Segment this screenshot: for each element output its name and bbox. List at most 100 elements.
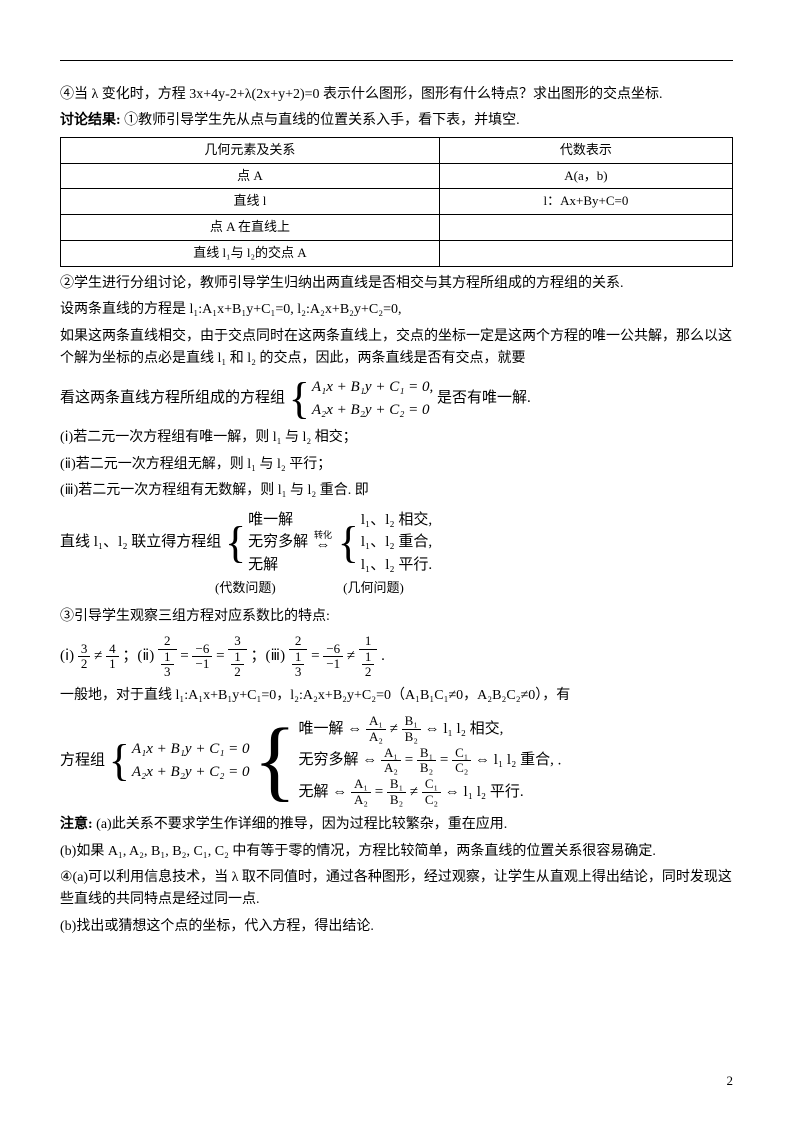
table-cell: 点 A 在直线上	[61, 215, 440, 241]
c2-pre: 无穷多解 ⇔	[299, 752, 382, 768]
bigcase1: 唯一解 ⇔ A₁A₂ ≠ B₁B₂ ⇔ l₁ l₂ 相交,	[299, 714, 554, 746]
brace-right-group: { l₁、l₂ 相交, l₁、l₂ 重合, l₁、l₂ 平行.	[338, 509, 432, 577]
label-algebra: (代数问题)	[215, 578, 276, 599]
brace-left-group: { 唯一解 无穷多解 无解	[225, 509, 308, 577]
num: B₁	[417, 746, 436, 761]
num: 2	[158, 634, 177, 649]
double-arrow-icon: ⇔	[315, 538, 330, 553]
table-cell: 直线 l	[61, 189, 440, 215]
para2-l1: ②学生进行分组讨论，教师引导学生归纳出两直线是否相交与其方程所组成的方程组的关系…	[60, 273, 733, 295]
diagram-l1: 唯一解	[248, 509, 308, 532]
den: A₂	[381, 761, 401, 775]
table-row: 点 A A(a，b)	[61, 163, 733, 189]
right-cases: l₁、l₂ 相交, l₁、l₂ 重合, l₁、l₂ 平行.	[361, 509, 432, 577]
case-ii: (ⅱ)若二元一次方程组无解，则 l₁ 与 l₂ 平行；	[60, 454, 733, 476]
bigcase2: 无穷多解 ⇔ A₁A₂ = B₁B₂ = C₁C₂ ⇔ l₁ l₂ 重合,	[299, 745, 554, 777]
equation-system-1: 看这两条直线方程所组成的方程组 { A₁x + B₁y + C₁ = 0, A₂…	[60, 376, 733, 421]
num: 1	[161, 650, 174, 665]
page-number: 2	[727, 1071, 734, 1092]
num: 1	[359, 634, 378, 649]
c3-post: ⇔ l₁ l₂ 平行.	[445, 784, 524, 800]
den: −1	[192, 657, 212, 671]
den: A₂	[366, 730, 386, 744]
den: 2	[362, 665, 375, 679]
den: 12	[228, 650, 247, 680]
diagram-l3: 无解	[248, 554, 308, 577]
den: B₂	[387, 793, 406, 807]
table-row: 直线 l₁与 l₂的交点 A	[61, 240, 733, 266]
den: 13	[289, 650, 308, 680]
note-4a: ④(a)可以利用信息技术，当 λ 取不同值时，通过各种图形，经过观察，让学生从直…	[60, 867, 733, 912]
num: 4	[106, 642, 119, 657]
den: 13	[158, 650, 177, 680]
left-brace-icon: {	[253, 727, 296, 795]
diagram-l2: 无穷多解	[248, 531, 308, 554]
den: 3	[292, 665, 305, 679]
note-a-text: (a)此关系不要求学生作详细的推导，因为过程比较繁杂，重在应用.	[96, 817, 507, 832]
den: 3	[161, 665, 174, 679]
num: 3	[78, 642, 91, 657]
left-brace-icon: {	[225, 525, 246, 560]
den: 2	[78, 657, 91, 671]
table-row: 点 A 在直线上	[61, 215, 733, 241]
transform-arrow: 转化 ⇔	[314, 531, 332, 553]
num: B₁	[387, 777, 406, 792]
table-header: 几何元素及关系	[61, 137, 440, 163]
den: A₂	[351, 793, 371, 807]
c1-pre: 唯一解 ⇔	[299, 721, 367, 737]
para2-l3: 如果这两条直线相交，由于交点同时在这两条直线上，交点的坐标一定是这两个方程的唯一…	[60, 326, 733, 371]
note-4b: (b)找出或猜想这个点的坐标，代入方程，得出结论.	[60, 916, 733, 938]
table-cell: 点 A	[61, 163, 440, 189]
table-cell	[439, 215, 732, 241]
num: 3	[228, 634, 247, 649]
table-cell: l：Ax+By+C=0	[439, 189, 732, 215]
num: A₁	[366, 714, 386, 729]
den: 12	[359, 650, 378, 680]
eq1-row2: A₂x + B₂y + C₂ = 0	[312, 399, 433, 422]
eqs-content: A₁x + B₁y + C₁ = 0 A₂x + B₂y + C₂ = 0	[132, 738, 250, 783]
brace-group: { A₁x + B₁y + C₁ = 0, A₂x + B₂y + C₂ = 0	[289, 376, 434, 421]
table-cell	[439, 240, 732, 266]
table-row: 几何元素及关系 代数表示	[61, 137, 733, 163]
diagram-labels: (代数问题) (几何问题)	[215, 576, 733, 600]
den: B₂	[402, 730, 421, 744]
discuss-text: ①教师引导学生先从点与直线的位置关系入手，看下表，并填空.	[124, 113, 520, 128]
para2-l2: 设两条直线的方程是 l₁:A₁x+B₁y+C₁=0, l₂:A₂x+B₂y+C₂…	[60, 299, 733, 321]
diagram-r2: l₁、l₂ 重合,	[361, 531, 432, 554]
page: ④当 λ 变化时，方程 3x+4y-2+λ(2x+y+2)=0 表示什么图形，图…	[0, 0, 793, 1122]
num: 1	[362, 650, 375, 665]
big-dot: .	[558, 752, 562, 768]
ratio-line: (ⅰ) 32 ≠ 41 ；(ⅱ) 213 = −6−1 = 312 ；(ⅲ) 2…	[60, 634, 733, 679]
eq1-prefix: 看这两条直线方程所组成的方程组	[60, 390, 285, 406]
big-system: 方程组 { A₁x + B₁y + C₁ = 0 A₂x + B₂y + C₂ …	[60, 714, 733, 809]
diagram-r1: l₁、l₂ 相交,	[361, 509, 432, 532]
num: A₁	[351, 777, 371, 792]
eqs-group: { A₁x + B₁y + C₁ = 0 A₂x + B₂y + C₂ = 0	[109, 738, 250, 783]
left-brace-icon: {	[338, 525, 359, 560]
diagram-prefix: 直线 l₁、l₂ 联立得方程组	[60, 534, 221, 550]
intro-line: ④当 λ 变化时，方程 3x+4y-2+λ(2x+y+2)=0 表示什么图形，图…	[60, 84, 733, 106]
eqrow2: A₂x + B₂y + C₂ = 0	[132, 761, 250, 784]
big-prefix: 方程组	[60, 752, 105, 768]
left-brace-icon: {	[289, 381, 310, 416]
num: C₁	[422, 777, 441, 792]
para4: 一般地，对于直线 l₁:A₁x+B₁y+C₁=0，l₂:A₂x+B₂y+C₂=0…	[60, 685, 733, 707]
eq1-suffix: 是否有唯一解.	[437, 390, 531, 406]
case-i: (ⅰ)若二元一次方程组有唯一解，则 l₁ 与 l₂ 相交；	[60, 427, 733, 449]
c1-post: ⇔ l₁ l₂ 相交,	[425, 721, 504, 737]
table-cell: 直线 l₁与 l₂的交点 A	[61, 240, 440, 266]
den: 2	[231, 665, 244, 679]
c3-pre: 无解 ⇔	[299, 784, 352, 800]
eq1-row1: A₁x + B₁y + C₁ = 0,	[312, 376, 433, 399]
num: 1	[231, 650, 244, 665]
diagram-r3: l₁、l₂ 平行.	[361, 554, 432, 577]
left-brace-icon: {	[109, 743, 130, 778]
left-cases: 唯一解 无穷多解 无解	[248, 509, 308, 577]
num: −6	[192, 642, 212, 657]
big-cases: 唯一解 ⇔ A₁A₂ ≠ B₁B₂ ⇔ l₁ l₂ 相交, 无穷多解 ⇔ A₁A…	[299, 714, 554, 809]
num: −6	[323, 642, 343, 657]
brace-content: A₁x + B₁y + C₁ = 0, A₂x + B₂y + C₂ = 0	[312, 376, 433, 421]
note-a: 注意: (a)此关系不要求学生作详细的推导，因为过程比较繁杂，重在应用.	[60, 814, 733, 836]
den: C₂	[422, 793, 441, 807]
cases-group: { 唯一解 ⇔ A₁A₂ ≠ B₁B₂ ⇔ l₁ l₂ 相交, 无穷多解 ⇔ A…	[253, 714, 554, 809]
